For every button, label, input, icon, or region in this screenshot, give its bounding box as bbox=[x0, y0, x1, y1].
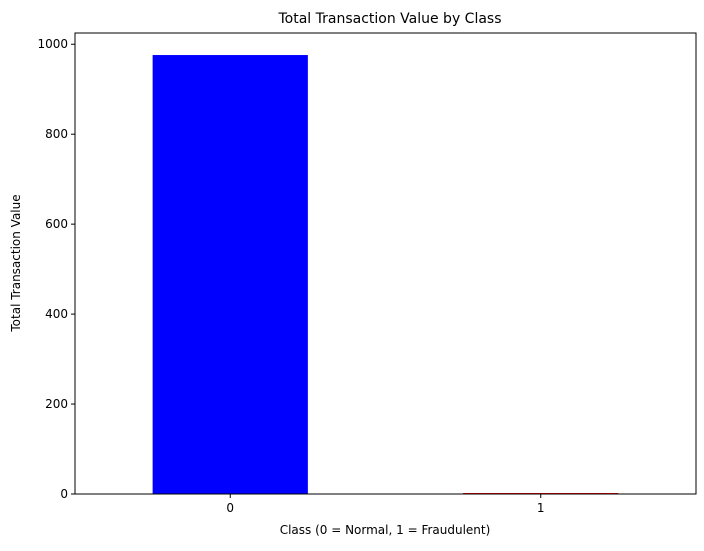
plot-frame bbox=[74, 32, 697, 495]
y-tick-label: 1000 bbox=[37, 37, 68, 51]
y-tick-label: 600 bbox=[45, 217, 68, 231]
plot-area bbox=[152, 55, 619, 494]
x-axis-label: Class (0 = Normal, 1 = Fraudulent) bbox=[280, 523, 491, 537]
bar-0 bbox=[152, 55, 308, 494]
y-tick-label: 200 bbox=[45, 397, 68, 411]
y-tick-label: 0 bbox=[60, 487, 68, 501]
y-tick-label: 400 bbox=[45, 307, 68, 321]
x-tick-label: 0 bbox=[226, 501, 234, 515]
y-tick-label: 800 bbox=[45, 127, 68, 141]
y-axis-label: Total Transaction Value bbox=[9, 194, 23, 332]
y-axis: 0 200 400 600 800 1000 bbox=[37, 37, 75, 501]
chart-title: Total Transaction Value by Class bbox=[277, 11, 501, 27]
x-tick-label: 1 bbox=[537, 501, 545, 515]
